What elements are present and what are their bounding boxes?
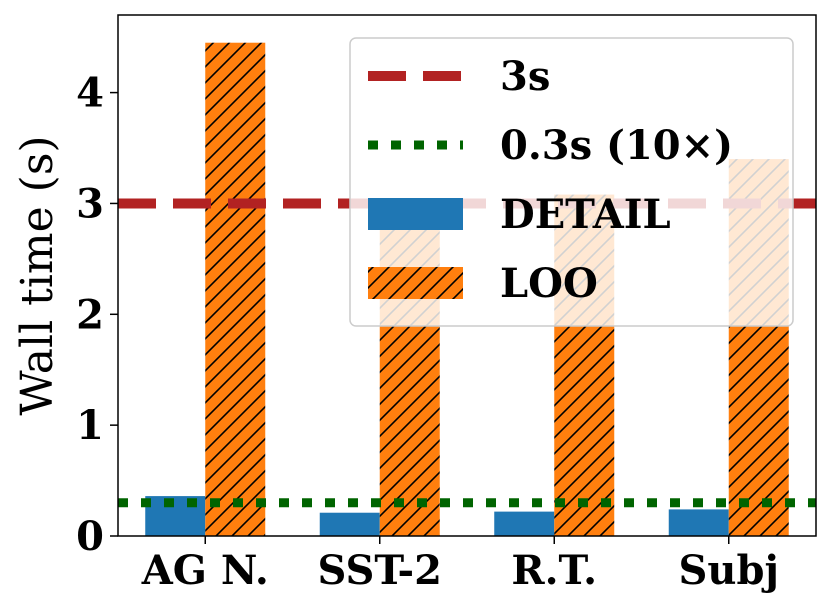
- bar-detail-4: [668, 509, 729, 536]
- legend-box: [349, 37, 794, 327]
- legend-handle-loo: [368, 267, 463, 299]
- x-tick-label: AG N.: [141, 547, 269, 594]
- x-tick-label: R.T.: [511, 547, 597, 594]
- legend: 3s 0.3s (10×) DETAIL LOO: [349, 37, 794, 327]
- legend-handle-detail: [368, 198, 463, 230]
- x-tick-label: SST-2: [318, 547, 442, 594]
- legend-label: DETAIL: [500, 191, 671, 238]
- legend-label: 0.3s (10×): [500, 122, 733, 169]
- plot-frame: [117, 14, 817, 537]
- bar-detail-3: [494, 511, 555, 536]
- y-axis-title: Wall time (s): [12, 135, 63, 415]
- y-tick-label: 1: [76, 402, 104, 449]
- y-tick-label: 2: [76, 291, 104, 338]
- legend-label: LOO: [500, 260, 598, 307]
- y-tick-label: 0: [76, 513, 104, 560]
- legend-label: 3s: [500, 53, 550, 100]
- x-tick-label: Subj: [679, 547, 779, 594]
- bar-detail-2: [319, 512, 380, 536]
- y-tick-label: 3: [76, 180, 104, 227]
- bar-loo-1: [205, 42, 266, 536]
- y-tick-label: 4: [76, 70, 104, 117]
